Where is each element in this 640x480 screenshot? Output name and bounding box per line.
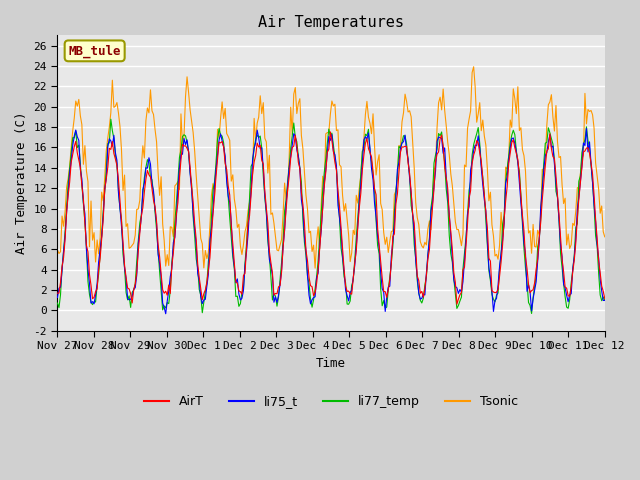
X-axis label: Time: Time bbox=[316, 357, 346, 370]
Y-axis label: Air Temperature (C): Air Temperature (C) bbox=[15, 112, 28, 254]
Legend: AirT, li75_t, li77_temp, Tsonic: AirT, li75_t, li77_temp, Tsonic bbox=[139, 390, 523, 413]
Title: Air Temperatures: Air Temperatures bbox=[258, 15, 404, 30]
Text: MB_tule: MB_tule bbox=[68, 44, 121, 58]
